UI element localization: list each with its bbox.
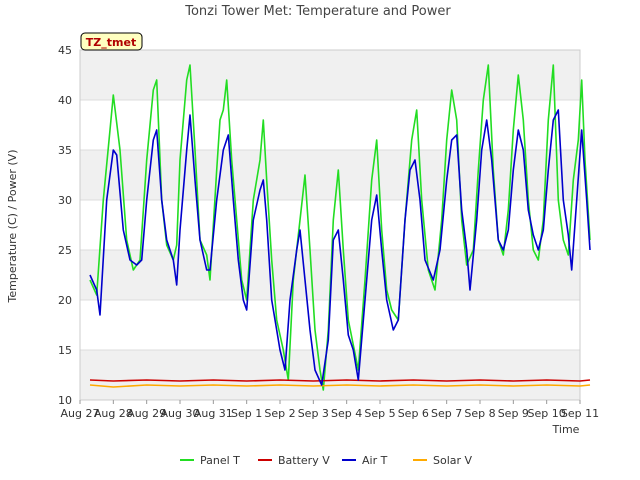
chart-title: Tonzi Tower Met: Temperature and Power	[184, 4, 451, 19]
y-tick-label: 15	[58, 344, 72, 357]
legend-label: Air T	[362, 454, 388, 467]
x-tick-label: Sep 5	[364, 407, 395, 420]
y-tick-label: 10	[58, 394, 72, 407]
series-lines	[89, 64, 591, 391]
x-axis-label: Time	[552, 423, 580, 436]
x-tick-label: Sep 1	[231, 407, 262, 420]
legend-label: Panel T	[200, 454, 240, 467]
legend: Panel T Battery V Air T Solar V	[180, 454, 473, 467]
y-axis: 10 15 20 25 30 35 40 45	[58, 44, 72, 407]
band-40-45	[80, 50, 580, 100]
band-10-15	[80, 350, 580, 400]
x-tick-label: Sep 7	[431, 407, 462, 420]
x-tick-label: Sep 8	[464, 407, 495, 420]
x-tick-label: Aug 30	[161, 407, 200, 420]
badge-label: TZ_tmet	[86, 36, 136, 49]
band-30-35	[80, 150, 580, 200]
y-tick-label: 30	[58, 194, 72, 207]
y-tick-label: 45	[58, 44, 72, 57]
legend-label: Solar V	[433, 454, 473, 467]
series-line-panel-t	[89, 64, 591, 391]
y-axis-label: Temperature (C) / Power (V)	[6, 149, 19, 303]
legend-label: Battery V	[278, 454, 330, 467]
series-line-solar-v	[89, 384, 591, 388]
x-tick-label: Aug 28	[94, 407, 133, 420]
y-tick-label: 40	[58, 94, 72, 107]
x-tick-label: Sep 9	[498, 407, 529, 420]
x-tick-label: Aug 29	[127, 407, 166, 420]
x-tick-label: Sep 2	[264, 407, 295, 420]
gridlines	[80, 49, 580, 401]
y-tick-label: 20	[58, 294, 72, 307]
y-tick-label: 35	[58, 144, 72, 157]
background-bands	[80, 50, 580, 400]
station-badge: TZ_tmet	[80, 32, 143, 51]
x-tick-label: Sep 6	[398, 407, 429, 420]
x-tick-label: Aug 31	[194, 407, 233, 420]
series-line-battery-v	[89, 379, 591, 382]
x-tick-label: Sep 10	[528, 407, 566, 420]
x-tick-label: Aug 27	[61, 407, 100, 420]
x-tick-label: Sep 4	[331, 407, 362, 420]
x-tick-label: Sep 3	[298, 407, 329, 420]
series-line-air-t	[89, 109, 591, 386]
badge-box	[80, 32, 143, 51]
y-tick-label: 25	[58, 244, 72, 257]
x-tick-label: Sep 11	[561, 407, 599, 420]
plot-frame	[79, 49, 581, 401]
